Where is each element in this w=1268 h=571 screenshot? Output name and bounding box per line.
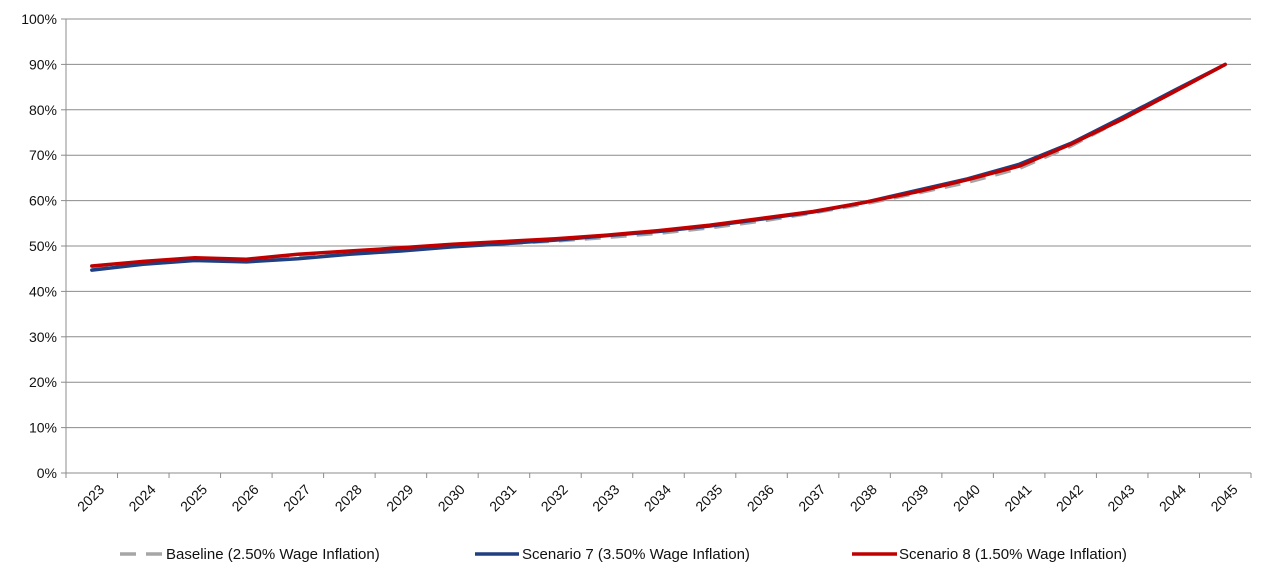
y-tick-label: 90% [29,56,57,72]
y-tick-label: 40% [29,283,57,299]
y-tick-label: 0% [37,465,57,481]
x-tick-label: 2039 [898,481,931,514]
y-tick-label: 50% [29,238,57,254]
series-line-3 [90,62,1227,268]
legend-label-3: Scenario 8 (1.50% Wage Inflation) [899,546,1127,563]
x-tick-label: 2031 [486,481,519,514]
x-tick-label: 2044 [1156,481,1189,514]
x-tick-label: 2035 [692,481,725,514]
legend-label-1: Baseline (2.50% Wage Inflation) [166,546,380,563]
x-tick-label: 2028 [332,481,365,514]
x-tick-label: 2032 [538,481,571,514]
series-line-2 [90,62,1227,272]
gridlines [66,18,1251,429]
y-tick-label: 60% [29,193,57,209]
x-tick-label: 2033 [589,481,622,514]
x-tick-label: 2024 [125,481,158,514]
x-tick-label: 2043 [1104,481,1137,514]
x-tick-label: 2023 [74,481,107,514]
y-tick-label: 70% [29,147,57,163]
y-tick-label: 10% [29,420,57,436]
x-tick-label: 2034 [641,481,674,514]
legend: Baseline (2.50% Wage Inflation) Scenario … [120,546,1127,563]
x-tick-label: 2045 [1207,481,1240,514]
x-tick-label: 2040 [950,481,983,514]
series-lines [90,62,1227,272]
series-line-1 [91,62,1227,270]
legend-label-2: Scenario 7 (3.50% Wage Inflation) [522,546,750,563]
x-tick-label: 2038 [847,481,880,514]
y-tick-label: 100% [21,11,57,27]
y-tick-label: 30% [29,329,57,345]
x-tick-label: 2042 [1053,481,1086,514]
x-tick-label: 2029 [383,481,416,514]
x-tick-label: 2041 [1001,481,1034,514]
y-tick-label: 20% [29,374,57,390]
x-tick-label: 2025 [177,481,210,514]
axes: 0% 10% 20% 30% 40% 50% 60% 70% 80% 90% 100% 2023 202… [21,11,1252,515]
x-tick-label: 2026 [228,481,261,514]
x-tick-label: 2037 [795,481,828,514]
x-tick-label: 2036 [744,481,777,514]
x-tick-label: 2030 [435,481,468,514]
x-tick-label: 2027 [280,481,313,514]
y-tick-label: 80% [29,102,57,118]
